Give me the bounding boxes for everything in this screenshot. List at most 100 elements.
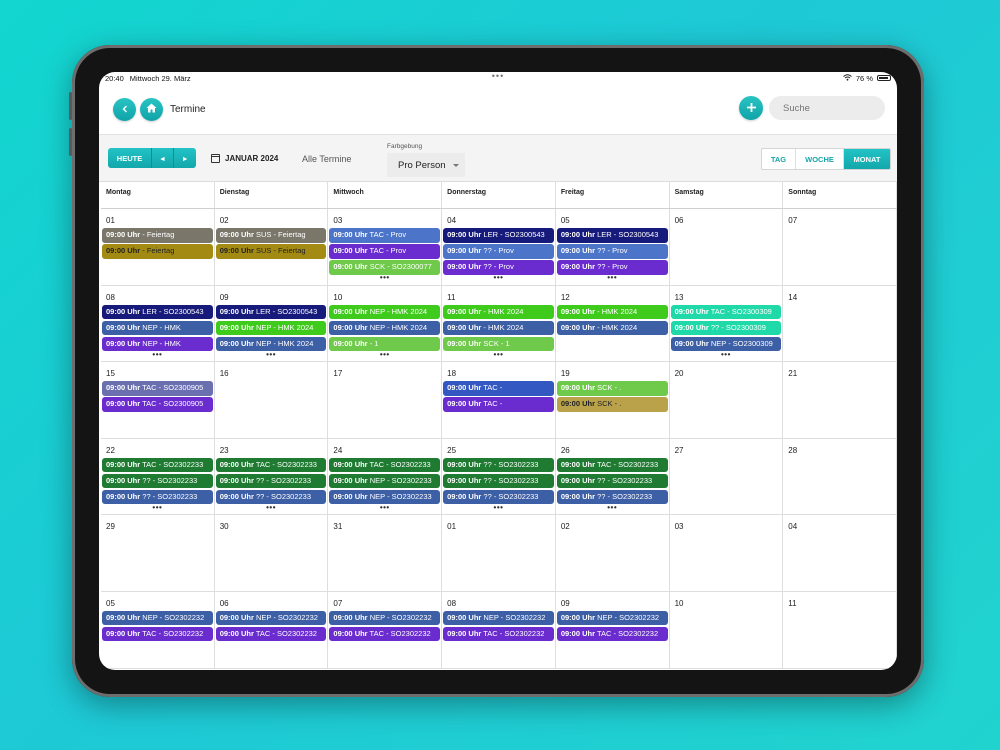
calendar-event[interactable]: 09:00 Uhr ?? - SO2302233: [215, 489, 327, 505]
calendar-event[interactable]: 09:00 Uhr - HMK 2024: [556, 304, 668, 320]
calendar-event[interactable]: 09:00 Uhr TAC - SO2302233: [102, 457, 213, 473]
day-cell[interactable]: 03: [670, 515, 784, 591]
calendar-event[interactable]: 09:00 Uhr ?? - SO2302233: [443, 457, 554, 473]
day-cell[interactable]: 07 09:00 Uhr NEP - SO2302232 09:00 Uhr TAC…: [328, 591, 443, 668]
day-cell[interactable]: 01 09:00 Uhr - Feiertag 09:00 Uhr - Feiert…: [101, 209, 215, 285]
more-events-button[interactable]: •••: [152, 349, 163, 359]
calendar-event[interactable]: 09:00 Uhr LER - SO2300543: [102, 304, 213, 320]
month-picker[interactable]: JANUAR 2024: [211, 154, 278, 163]
home-button[interactable]: [140, 97, 163, 121]
day-cell[interactable]: 18 09:00 Uhr TAC -09:00 Uhr TAC -: [442, 362, 556, 438]
calendar-event[interactable]: 09:00 Uhr TAC - SO2300905: [102, 381, 213, 396]
day-cell[interactable]: 02: [556, 515, 670, 591]
day-cell[interactable]: 28: [783, 438, 897, 515]
day-cell[interactable]: 06 09:00 Uhr NEP - SO2302232 09:00 Uhr TAC…: [215, 591, 329, 668]
day-cell[interactable]: 09 09:00 Uhr NEP - SO2302232 09:00 Uhr TAC…: [556, 591, 670, 668]
calendar-event[interactable]: 09:00 Uhr ?? - SO2302233: [556, 473, 668, 489]
calendar-event[interactable]: 09:00 Uhr SUS - Feiertag: [215, 244, 327, 259]
calendar-event[interactable]: 09:00 Uhr SCK - SO2300077: [329, 260, 441, 275]
color-mode-select[interactable]: Pro Person: [387, 153, 465, 177]
day-cell[interactable]: 01: [442, 515, 556, 591]
calendar-event[interactable]: 09:00 Uhr - HMK 2024: [556, 320, 668, 336]
calendar-event[interactable]: 09:00 Uhr NEP - SO2302233: [329, 473, 441, 489]
back-button[interactable]: [113, 97, 136, 121]
calendar-event[interactable]: 09:00 Uhr TAC - Prov: [329, 244, 441, 259]
day-cell[interactable]: 16: [215, 362, 329, 438]
calendar-event[interactable]: 09:00 Uhr NEP - HMK 2024: [329, 304, 441, 320]
calendar-event[interactable]: 09:00 Uhr TAC - SO2302233: [556, 457, 668, 473]
calendar-event[interactable]: 09:00 Uhr SCK - 1: [443, 336, 554, 352]
day-cell[interactable]: 04: [783, 515, 897, 591]
day-cell[interactable]: 10 09:00 Uhr NEP - HMK 2024 09:00 Uhr NEP …: [328, 285, 443, 362]
view-month-button[interactable]: MONAT: [844, 149, 890, 169]
more-events-button[interactable]: •••: [493, 273, 504, 282]
day-cell[interactable]: 30: [215, 515, 329, 591]
calendar-event[interactable]: 09:00 Uhr - HMK 2024: [443, 304, 554, 320]
calendar-event[interactable]: 09:00 Uhr TAC - Prov: [329, 228, 441, 243]
calendar-event[interactable]: 09:00 Uhr ?? - SO2302233: [556, 489, 668, 505]
more-events-button[interactable]: •••: [266, 349, 277, 359]
day-cell[interactable]: 24 09:00 Uhr TAC - SO2302233 09:00 Uhr NEP…: [328, 438, 443, 515]
calendar-event[interactable]: 09:00 Uhr ?? - SO2302233: [102, 489, 213, 505]
day-cell[interactable]: 20: [670, 362, 784, 438]
day-cell[interactable]: 31: [328, 515, 443, 591]
calendar-event[interactable]: 09:00 Uhr NEP - SO2302232: [215, 610, 327, 626]
calendar-event[interactable]: 09:00 Uhr - 1: [329, 336, 441, 352]
calendar-event[interactable]: 09:00 Uhr SUS - Feiertag: [215, 228, 327, 243]
calendar-event[interactable]: 09:00 Uhr TAC - SO2302232: [329, 626, 441, 642]
filter-all-appointments[interactable]: Alle Termine: [302, 154, 352, 164]
calendar-event[interactable]: 09:00 Uhr ?? - SO2302233: [443, 489, 554, 505]
day-cell[interactable]: 25 09:00 Uhr ?? - SO2302233 09:00 Uhr ?? -…: [442, 438, 556, 515]
more-events-button[interactable]: •••: [379, 349, 390, 359]
day-cell[interactable]: 06: [670, 209, 784, 285]
today-button[interactable]: HEUTE: [108, 148, 152, 168]
calendar-event[interactable]: 09:00 Uhr TAC -: [443, 381, 554, 396]
day-cell[interactable]: 27: [670, 438, 784, 515]
day-cell[interactable]: 11 09:00 Uhr - HMK 2024 09:00 Uhr - HMK 20…: [442, 285, 556, 362]
calendar-event[interactable]: 09:00 Uhr TAC - SO2300905: [102, 397, 213, 412]
day-cell[interactable]: 09 09:00 Uhr LER - SO2300543 09:00 Uhr NEP…: [215, 285, 329, 362]
calendar-event[interactable]: 09:00 Uhr NEP - SO2302232: [329, 610, 441, 626]
calendar-event[interactable]: 09:00 Uhr - Feiertag: [102, 244, 213, 259]
calendar-event[interactable]: 09:00 Uhr NEP - SO2302232: [102, 610, 213, 626]
next-month-button[interactable]: ▸: [174, 148, 196, 168]
calendar-event[interactable]: 09:00 Uhr TAC - SO2302232: [215, 626, 327, 642]
calendar-event[interactable]: 09:00 Uhr ?? - SO2302233: [443, 473, 554, 489]
prev-month-button[interactable]: ◂: [152, 148, 174, 168]
day-cell[interactable]: 11: [783, 591, 897, 668]
calendar-event[interactable]: 09:00 Uhr ?? - SO2302233: [102, 473, 213, 489]
day-cell[interactable]: 29: [101, 515, 215, 591]
more-events-button[interactable]: •••: [607, 502, 618, 512]
calendar-event[interactable]: 09:00 Uhr NEP - HMK 2024: [215, 336, 327, 352]
calendar-event[interactable]: 09:00 Uhr NEP - SO2302232: [556, 610, 668, 626]
calendar-event[interactable]: 09:00 Uhr ?? - Prov: [556, 260, 668, 275]
calendar-event[interactable]: 09:00 Uhr TAC - SO2302232: [102, 626, 213, 642]
calendar-event[interactable]: 09:00 Uhr TAC - SO2302233: [215, 457, 327, 473]
calendar-event[interactable]: 09:00 Uhr ?? - SO2302233: [215, 473, 327, 489]
day-cell[interactable]: 17: [328, 362, 443, 438]
calendar-event[interactable]: 09:00 Uhr NEP - SO2302233: [329, 489, 441, 505]
day-cell[interactable]: 15 09:00 Uhr TAC - SO2300905 09:00 Uhr TAC…: [101, 362, 215, 438]
calendar-event[interactable]: 09:00 Uhr ?? - Prov: [443, 260, 554, 275]
calendar-event[interactable]: 09:00 Uhr NEP - HMK 2024: [215, 320, 327, 336]
calendar-event[interactable]: 09:00 Uhr NEP - SO2300309: [670, 336, 782, 352]
day-cell[interactable]: 26 09:00 Uhr TAC - SO2302233 09:00 Uhr ?? …: [556, 438, 670, 515]
calendar-event[interactable]: 09:00 Uhr LER - SO2300543: [556, 228, 668, 243]
more-events-button[interactable]: •••: [379, 502, 390, 512]
day-cell[interactable]: 10: [670, 591, 784, 668]
more-events-button[interactable]: •••: [379, 273, 390, 282]
day-cell[interactable]: 22 09:00 Uhr TAC - SO2302233 09:00 Uhr ?? …: [101, 438, 215, 515]
calendar-event[interactable]: 09:00 Uhr LER - SO2300543: [215, 304, 327, 320]
calendar-event[interactable]: 09:00 Uhr NEP - HMK: [102, 320, 213, 336]
day-cell[interactable]: 12 09:00 Uhr - HMK 2024 09:00 Uhr - HMK 20…: [556, 285, 670, 362]
multitask-dots[interactable]: •••: [491, 72, 505, 81]
calendar-event[interactable]: 09:00 Uhr ?? - Prov: [556, 244, 668, 259]
search-input[interactable]: [769, 96, 885, 120]
more-events-button[interactable]: •••: [607, 273, 618, 282]
day-cell[interactable]: 08 09:00 Uhr LER - SO2300543 09:00 Uhr NEP…: [101, 285, 215, 362]
more-events-button[interactable]: •••: [266, 502, 277, 512]
calendar-event[interactable]: 09:00 Uhr LER - SO2300543: [443, 228, 554, 243]
day-cell[interactable]: 21: [783, 362, 897, 438]
day-cell[interactable]: 23 09:00 Uhr TAC - SO2302233 09:00 Uhr ?? …: [215, 438, 329, 515]
calendar-event[interactable]: 09:00 Uhr TAC - SO2302232: [443, 626, 554, 642]
